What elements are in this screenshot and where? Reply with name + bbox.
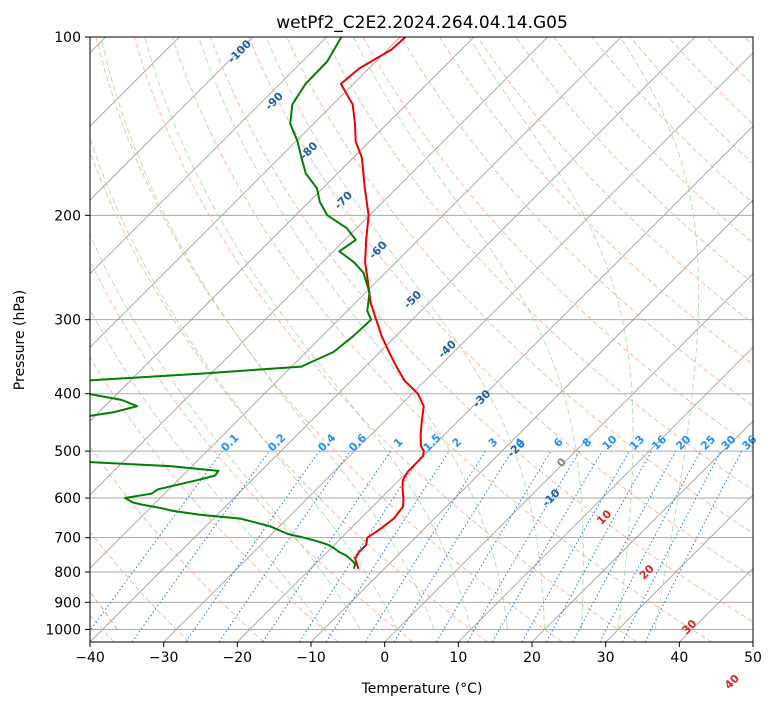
sounding-profiles (90, 37, 425, 570)
moist-adiabat-line (620, 37, 700, 630)
x-tick-label: 10 (449, 650, 467, 666)
x-tick-label: 0 (380, 650, 389, 666)
chart-title: wetPf2_C2E2.2024.264.04.14.G05 (276, 13, 568, 33)
y-tick-label: 600 (54, 491, 81, 507)
moist-adiabat-line (90, 233, 361, 630)
mixing-ratio-line (325, 450, 450, 642)
mixing-ratio-line (131, 450, 270, 642)
x-axis-label: Temperature (°C) (361, 681, 483, 697)
x-tick-label: 40 (670, 650, 688, 666)
y-tick-label: 200 (54, 208, 81, 224)
isotherm-line (163, 52, 753, 642)
background-lines (90, 37, 753, 642)
dry-adiabat-line (90, 259, 414, 642)
dry-adiabat-line (90, 445, 264, 642)
mixing-ratio-line (393, 450, 513, 642)
isotherm-line (531, 420, 753, 642)
y-tick-label: 1000 (45, 622, 81, 638)
mixing-ratio-line (90, 450, 223, 632)
isotherm-line (458, 346, 753, 642)
y-tick-label: 500 (54, 444, 81, 460)
mixing-ratio-line (218, 450, 351, 642)
y-axis-label: Pressure (hPa) (12, 290, 28, 390)
y-tick-label: 800 (54, 565, 81, 581)
isotherm-line (90, 37, 327, 275)
moist-adiabat-line (353, 37, 584, 630)
dewpoint-profile (90, 37, 373, 570)
dry-adiabat-line (90, 150, 488, 642)
isotherm-line (90, 37, 475, 422)
isotherm-line (605, 494, 753, 642)
x-tick-label: −10 (296, 650, 326, 666)
y-tick-label: 700 (54, 531, 81, 547)
y-tick-label: 300 (54, 313, 81, 329)
mixing-ratio-line (262, 450, 392, 642)
mixing-ratio-line (572, 450, 677, 642)
dry-adiabat-line (90, 531, 190, 642)
dry-adiabat-line (438, 37, 753, 366)
dry-adiabat-line (248, 37, 753, 578)
dry-adiabat-line (210, 37, 753, 623)
mixing-ratio-line (185, 450, 320, 642)
y-tick-label: 100 (54, 30, 81, 46)
dry-adiabat-line (171, 37, 712, 642)
temperature-profile (339, 37, 425, 570)
isotherm-line (90, 37, 622, 569)
dry-adiabat-line (515, 37, 753, 284)
isotherm-line (90, 37, 401, 348)
isotherm-line (90, 37, 548, 496)
dry-adiabat-line (90, 356, 339, 642)
plot-frame (89, 36, 754, 643)
isotherm-line (237, 125, 753, 642)
plot-area-background (90, 37, 753, 642)
moist-adiabat-line (265, 37, 546, 630)
x-tick-label: −20 (223, 650, 253, 666)
y-axis-ticks: 100 200 300 400 500 600 700 800 900 1000 (45, 30, 90, 638)
dry-adiabat-line (95, 37, 563, 642)
moist-adiabat-line (100, 37, 435, 630)
x-tick-label: −40 (75, 650, 105, 666)
mixing-ratio-line (545, 450, 653, 642)
dry-adiabat-line (324, 37, 753, 491)
y-tick-label: 900 (54, 595, 81, 611)
x-tick-label: −30 (149, 650, 179, 666)
x-axis-ticks: −40 −30 −20 −10 0 10 20 30 40 50 (75, 642, 762, 666)
mixing-ratio-line (644, 450, 743, 642)
isotherm-line (90, 37, 254, 201)
isotherm-line (384, 273, 753, 642)
x-tick-label: 30 (597, 650, 615, 666)
dry-adiabat-line (400, 37, 753, 407)
moist-adiabat-line (198, 37, 509, 630)
moist-adiabat-line (90, 136, 398, 630)
y-tick-label: 400 (54, 387, 81, 403)
isotherm-line (90, 37, 696, 642)
mixing-ratio-line (521, 450, 630, 642)
mixing-ratio-line (298, 450, 425, 642)
moist-adiabat-line (468, 37, 634, 630)
x-tick-label: 20 (523, 650, 541, 666)
dry-adiabat-line (133, 37, 638, 642)
x-tick-label: 50 (744, 650, 762, 666)
